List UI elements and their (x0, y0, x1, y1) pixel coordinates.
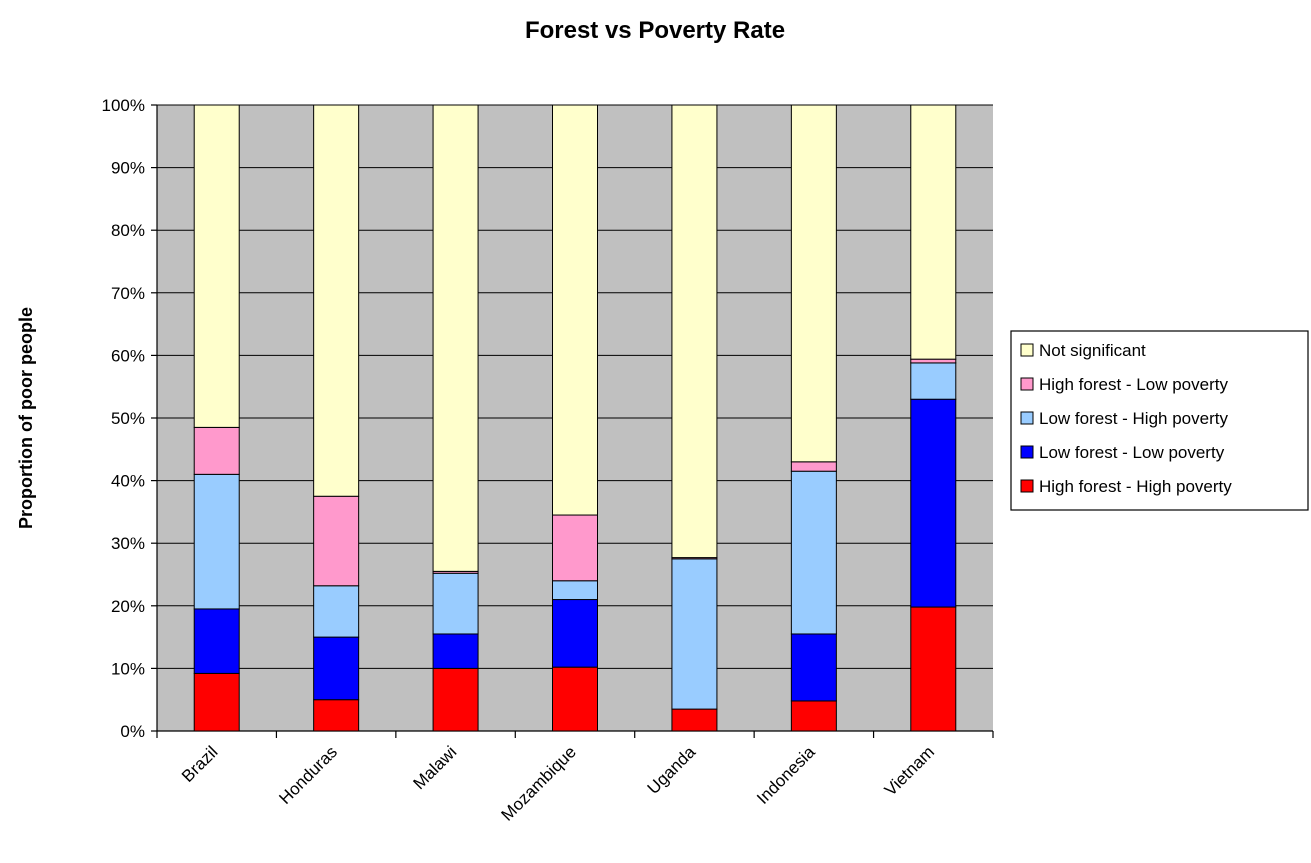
bar-segment (432, 667, 479, 732)
y-tick-label: 60% (111, 346, 145, 365)
bar-segment (432, 104, 479, 572)
legend-swatch (1020, 479, 1034, 493)
legend-label: High forest - Low poverty (1039, 375, 1228, 394)
bar-segment (552, 666, 598, 732)
x-tick-label: Indonesia (753, 742, 819, 808)
bar-segment (193, 608, 240, 674)
legend-swatch (1020, 411, 1034, 425)
legend-swatch (1020, 377, 1034, 391)
y-axis-ticks: 0% 10% 20% 30% 40% 50% 60% 70% 80% 90% 100% (102, 96, 157, 741)
legend-box (1010, 330, 1309, 511)
legend-swatch (1020, 343, 1034, 357)
bar-segment (313, 636, 360, 701)
legend-label: High forest - High poverty (1039, 477, 1232, 496)
bar-segment (313, 585, 360, 638)
bars (193, 104, 957, 732)
bar-segment (552, 599, 598, 668)
bar-segment (790, 461, 837, 472)
bar-segment (432, 572, 479, 635)
legend-label: Not significant (1039, 341, 1146, 360)
bar-segment (313, 104, 360, 497)
y-tick-label: 90% (111, 159, 145, 178)
bar-segment (552, 104, 598, 516)
y-tick-label: 40% (111, 472, 145, 491)
y-tick-label: 10% (111, 659, 145, 678)
bar-segment (552, 580, 598, 601)
bar-segment (193, 473, 240, 610)
bar-segment (790, 104, 837, 463)
legend-swatch (1020, 445, 1034, 459)
bar-segment (671, 558, 718, 710)
x-axis-ticks: Brazil Honduras Malawi Mozambique Uganda Indo… (156, 731, 994, 825)
bar-segment (910, 606, 957, 732)
bar-segment (671, 708, 718, 732)
y-tick-label: 100% (102, 96, 145, 115)
y-axis-label: Proportion of poor people (16, 307, 36, 529)
bar-segment (313, 699, 360, 732)
legend: Not significant High forest - Low poverty… (1010, 330, 1309, 511)
y-tick-label: 20% (111, 597, 145, 616)
legend-label: Low forest - Low poverty (1039, 443, 1225, 462)
x-tick-label: Vietnam (881, 742, 938, 799)
bar-segment (790, 633, 837, 702)
bar-segment (552, 514, 598, 582)
y-tick-label: 50% (111, 409, 145, 428)
y-tick-label: 30% (111, 534, 145, 553)
bar-segment (193, 426, 240, 475)
bar-segment (910, 362, 957, 400)
chart-title: Forest vs Poverty Rate (525, 17, 785, 44)
bar-segment (790, 470, 837, 635)
bar-segment (671, 104, 718, 559)
bar-segment (910, 104, 957, 360)
x-tick-label: Mozambique (498, 742, 580, 824)
bar-segment (910, 358, 957, 364)
bar-segment (193, 672, 240, 732)
x-tick-label: Brazil (178, 742, 221, 785)
bar-segment (790, 700, 837, 732)
x-tick-label: Honduras (275, 742, 341, 808)
bar-segment (432, 633, 479, 669)
legend-label: Low forest - High poverty (1039, 409, 1228, 428)
bar-segment (910, 398, 957, 608)
x-tick-label: Uganda (644, 742, 700, 798)
bar-segment (193, 104, 240, 428)
y-tick-label: 0% (120, 722, 145, 741)
y-tick-label: 70% (111, 284, 145, 303)
y-tick-label: 80% (111, 221, 145, 240)
bar-segment (313, 495, 360, 587)
x-tick-label: Malawi (410, 742, 461, 793)
